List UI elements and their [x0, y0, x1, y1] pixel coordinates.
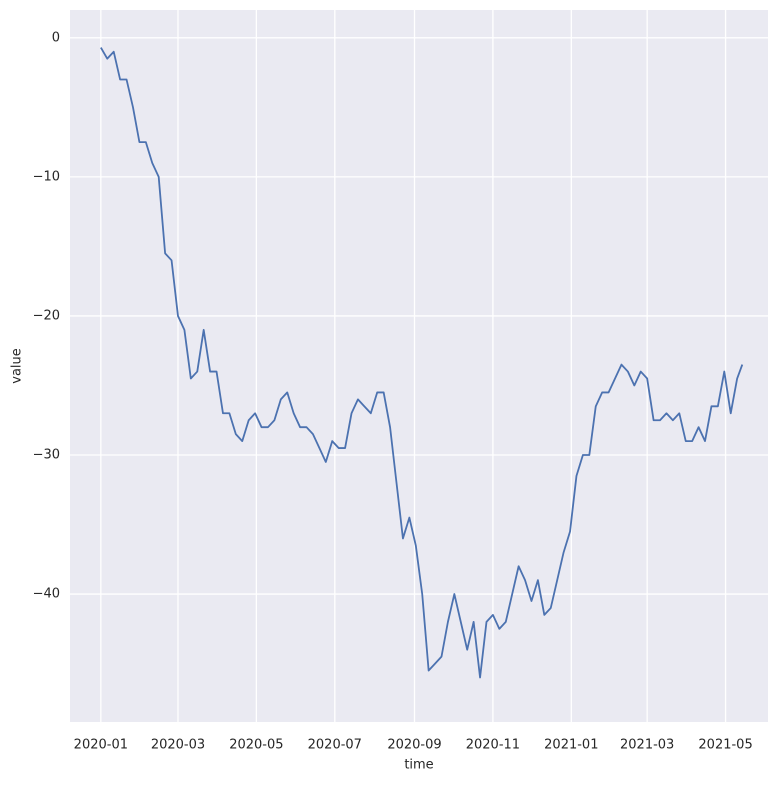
x-tick-label: 2020-09 — [387, 738, 441, 753]
x-tick-label: 2020-07 — [308, 738, 362, 753]
x-tick-label: 2020-11 — [466, 738, 520, 753]
y-axis-label: value — [10, 348, 25, 384]
y-tick-label: −30 — [33, 448, 60, 463]
plot-area — [70, 10, 768, 722]
x-tick-label: 2020-05 — [229, 738, 283, 753]
y-tick-label: −20 — [33, 308, 60, 323]
y-tick-label: −10 — [33, 169, 60, 184]
x-tick-label: 2020-03 — [151, 738, 205, 753]
x-tick-label: 2021-03 — [620, 738, 674, 753]
y-tick-label: 0 — [52, 30, 60, 45]
x-tick-label: 2021-05 — [698, 738, 752, 753]
x-tick-label: 2020-01 — [74, 738, 128, 753]
line — [100, 47, 744, 679]
x-tick-label: 2021-01 — [544, 738, 598, 753]
y-tick-label: −40 — [33, 587, 60, 602]
x-axis-label: time — [404, 758, 433, 773]
